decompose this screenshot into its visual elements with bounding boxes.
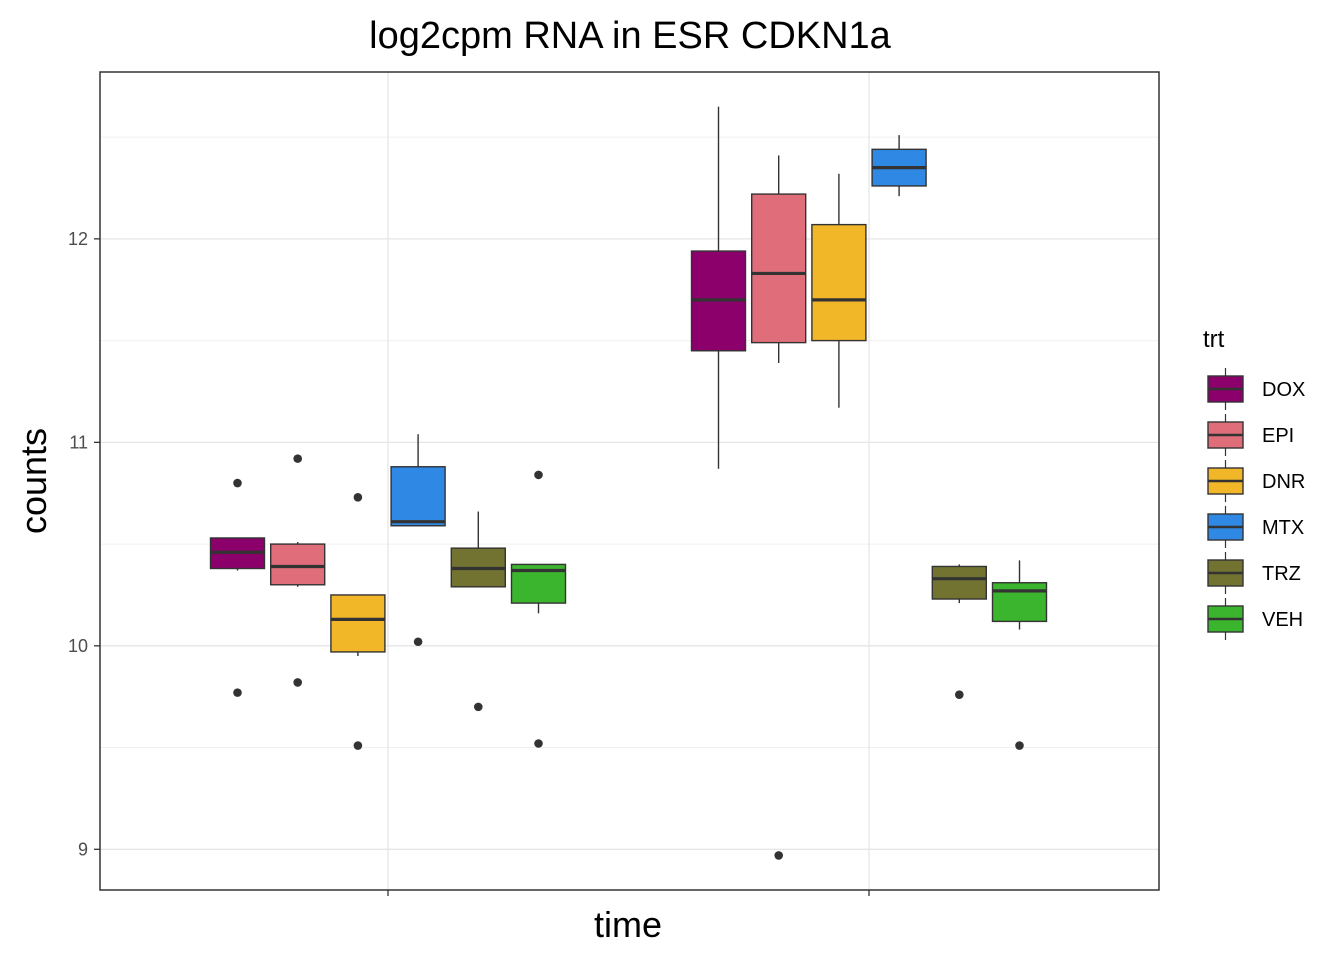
box-body bbox=[991, 582, 1048, 623]
box-trz-group-1 bbox=[450, 511, 506, 712]
legend-label: DOX bbox=[1262, 379, 1305, 401]
legend-label: VEH bbox=[1262, 609, 1303, 631]
box-body bbox=[270, 543, 326, 586]
y-tick-label: 12 bbox=[68, 229, 88, 249]
outlier-point bbox=[534, 470, 543, 480]
outlier-point bbox=[233, 688, 242, 697]
legend-item-dnr: DNR bbox=[1207, 460, 1305, 502]
box-veh-group-2 bbox=[991, 560, 1048, 750]
panel-border bbox=[99, 71, 1160, 891]
y-tick-label: 9 bbox=[78, 839, 88, 859]
outlier-point bbox=[474, 702, 483, 712]
chart-title: log2cpm RNA in ESR CDKN1a bbox=[369, 15, 892, 57]
outlier-point bbox=[534, 739, 543, 748]
legend-label: DNR bbox=[1262, 471, 1305, 493]
y-axis-title: counts bbox=[13, 428, 54, 534]
box-trz-group-2 bbox=[931, 564, 987, 699]
box-mtx-group-2 bbox=[871, 135, 927, 197]
outlier-point bbox=[1015, 741, 1024, 750]
box-veh-group-1 bbox=[510, 470, 567, 748]
outlier-point bbox=[293, 678, 303, 687]
legend-item-dox: DOX bbox=[1207, 368, 1305, 410]
y-tick-label: 11 bbox=[69, 432, 88, 452]
legend-title: trt bbox=[1203, 326, 1225, 353]
outlier-point bbox=[233, 478, 242, 488]
box-epi-group-1 bbox=[270, 454, 326, 687]
box-body bbox=[811, 223, 867, 342]
box-dox-group-2 bbox=[690, 106, 747, 469]
box-epi-group-2 bbox=[751, 155, 807, 860]
outlier-point bbox=[353, 492, 363, 502]
box-dnr-group-1 bbox=[330, 492, 386, 750]
x-axis-title: time bbox=[594, 904, 662, 945]
box-body bbox=[931, 565, 987, 600]
box-dnr-group-2 bbox=[811, 173, 867, 408]
legend-label: TRZ bbox=[1262, 563, 1301, 585]
box-dox-group-1 bbox=[209, 478, 266, 697]
plot-panel bbox=[100, 72, 1159, 890]
outlier-point bbox=[774, 851, 783, 860]
legend-label: MTX bbox=[1262, 517, 1304, 539]
y-tick-label: 10 bbox=[68, 636, 88, 656]
boxes-layer bbox=[209, 106, 1048, 860]
outlier-point bbox=[293, 454, 303, 463]
outlier-point bbox=[353, 741, 363, 750]
legend-item-mtx: MTX bbox=[1207, 506, 1304, 548]
legend: trt DOX EPI DNR MTX TRZ VEH bbox=[1203, 326, 1305, 640]
box-body bbox=[330, 594, 386, 653]
outlier-point bbox=[955, 690, 964, 699]
axes: 9 10 11 12 bbox=[68, 229, 870, 896]
box-body bbox=[751, 193, 807, 344]
legend-label: EPI bbox=[1262, 425, 1294, 447]
legend-item-veh: VEH bbox=[1207, 598, 1303, 640]
legend-item-trz: TRZ bbox=[1207, 552, 1301, 594]
legend-item-epi: EPI bbox=[1207, 414, 1294, 456]
outlier-point bbox=[413, 637, 423, 647]
box-mtx-group-1 bbox=[390, 434, 446, 647]
box-body bbox=[390, 466, 446, 527]
